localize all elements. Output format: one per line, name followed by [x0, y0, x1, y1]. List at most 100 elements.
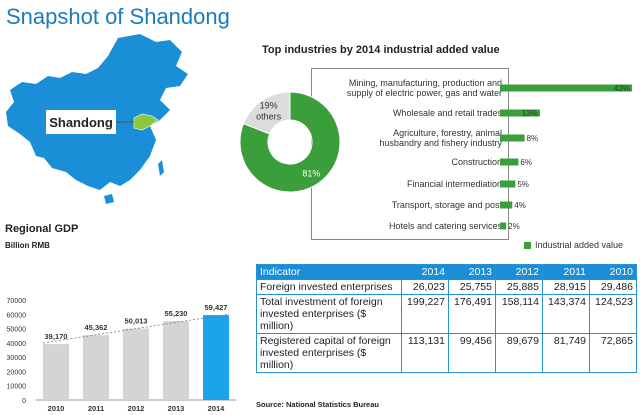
industry-bar — [500, 180, 516, 188]
industry-bar — [500, 84, 632, 92]
industries-title: Top industries by 2014 industrial added … — [262, 44, 500, 56]
donut-slice — [239, 91, 341, 193]
map-label-shandong: Shandong — [49, 115, 113, 130]
donut-value-label: 19% — [260, 101, 278, 111]
table-cell: 143,374 — [542, 294, 590, 334]
industry-category-label: Agriculture, forestry, animal husbandry a… — [316, 128, 502, 148]
gdp-value-label: 45,362 — [85, 323, 108, 332]
table-cell: 124,523 — [589, 294, 637, 334]
industry-bar-chart: 43% 13% 8% 6% 5% 4% 2% — [500, 84, 632, 231]
table-cell: 29,486 — [589, 279, 637, 295]
gdp-ytick-label: 60000 — [7, 312, 27, 319]
industry-bar-value: 5% — [517, 180, 529, 189]
page-title: Snapshot of Shandong — [6, 4, 230, 29]
table-row: Registered capital of foreign invested e… — [256, 333, 637, 373]
table-header-year: 2010 — [589, 264, 637, 280]
table-cell: 72,865 — [589, 333, 637, 373]
gdp-category-label: 2013 — [168, 404, 185, 413]
industry-category-line: Hotels and catering services — [388, 221, 502, 231]
table-cell: 89,679 — [495, 333, 543, 373]
industry-category-label: Transport, storage and post — [316, 200, 502, 210]
industry-bar-value: 2% — [508, 222, 520, 231]
industry-category-line: husbandry and fishery industry — [379, 138, 502, 148]
gdp-bar — [203, 315, 229, 400]
industry-bar-value: 4% — [514, 201, 526, 210]
table-cell: 176,491 — [448, 294, 496, 334]
gdp-ytick-label: 40000 — [7, 341, 27, 348]
industry-bar — [500, 201, 513, 209]
table-cell: 25,885 — [495, 279, 543, 295]
donut-value-label: 81% — [302, 168, 320, 178]
gdp-category-label: 2010 — [48, 404, 65, 413]
legend-swatch — [524, 242, 531, 250]
gdp-bar-chart: 0 10000 20000 30000 40000 50000 60000 70000 39,1… — [7, 298, 236, 413]
industry-bar-value: 8% — [527, 134, 539, 143]
gdp-category-label: 2014 — [208, 404, 226, 413]
industry-category-label: Financial intermediation — [316, 179, 502, 189]
industry-bar — [500, 158, 519, 166]
table-header-year: 2013 — [448, 264, 496, 280]
gdp-trend-line — [42, 313, 230, 344]
map-label-box — [46, 110, 116, 134]
industry-category-label: Construction — [316, 157, 502, 167]
gdp-bar — [83, 335, 109, 400]
donut-slice-label: others — [256, 112, 282, 122]
industry-category-label: Wholesale and retail trades — [316, 108, 502, 118]
industry-donut-chart: 81% 19%others — [239, 91, 341, 193]
gdp-ytick-label: 50000 — [7, 327, 27, 334]
gdp-unit: Billion RMB — [5, 241, 50, 250]
gdp-ytick-label: 70000 — [7, 298, 27, 305]
industry-category-label: Hotels and catering services — [316, 221, 502, 231]
hainan-island — [104, 194, 114, 204]
industry-bar-value: 6% — [520, 158, 532, 167]
industry-bar-value: 13% — [522, 109, 538, 118]
source-note: Source: National Statistics Bureau — [256, 400, 379, 409]
fdi-table: Indicator 2014 2013 2012 2011 2010 Forei… — [256, 264, 637, 373]
legend-label: Industrial added value — [535, 240, 624, 250]
table-cell: 199,227 — [401, 294, 449, 334]
table-row: Total investment of foreign invested ent… — [256, 294, 637, 334]
gdp-bar — [163, 321, 189, 400]
table-cell: 26,023 — [401, 279, 449, 295]
industry-category-line: Mining, manufacturing, production and — [348, 78, 502, 88]
gdp-value-label: 50,013 — [125, 317, 148, 326]
table-cell: 113,131 — [401, 333, 449, 373]
table-header-year: 2012 — [495, 264, 543, 280]
industry-bar-value: 43% — [614, 84, 630, 93]
table-header-indicator: Indicator — [256, 264, 402, 280]
industry-category-line: Financial intermediation — [406, 179, 502, 189]
gdp-value-label: 59,427 — [205, 303, 228, 312]
table-cell-indicator: Registered capital of foreign invested e… — [256, 333, 402, 373]
table-cell: 99,456 — [448, 333, 496, 373]
gdp-value-label: 55,230 — [165, 309, 188, 318]
industry-category-label: Mining, manufacturing, production and sup… — [316, 78, 502, 98]
industry-bar — [500, 109, 540, 117]
industry-bar — [500, 134, 525, 142]
china-map: Shandong — [6, 34, 188, 204]
table-cell-indicator: Total investment of foreign invested ent… — [256, 294, 402, 334]
gdp-value-label: 39,170 — [45, 332, 68, 341]
gdp-ytick-label: 10000 — [7, 384, 27, 391]
gdp-ytick-label: 30000 — [7, 355, 27, 362]
table-cell-indicator: Foreign invested enterprises — [256, 279, 402, 295]
table-cell: 28,915 — [542, 279, 590, 295]
gdp-category-label: 2012 — [128, 404, 145, 413]
gdp-category-label: 2011 — [88, 404, 104, 413]
industry-category-line: Construction — [451, 157, 502, 167]
table-header-row: Indicator 2014 2013 2012 2011 2010 — [256, 264, 637, 280]
industry-category-line: Wholesale and retail trades — [392, 108, 502, 118]
table-header-year: 2011 — [542, 264, 590, 280]
table-header-year: 2014 — [401, 264, 449, 280]
donut-slice — [242, 91, 291, 135]
shandong-highlight — [133, 113, 159, 131]
industry-category-line: Agriculture, forestry, animal — [393, 128, 502, 138]
industry-category-line: supply of electric power, gas and water — [346, 88, 502, 98]
gdp-bar — [43, 344, 69, 400]
table-cell: 25,755 — [448, 279, 496, 295]
industries-box — [311, 68, 509, 240]
table-cell: 81,749 — [542, 333, 590, 373]
gdp-title: Regional GDP — [5, 223, 79, 235]
taiwan-island — [158, 160, 164, 176]
industry-category-line: Transport, storage and post — [391, 200, 502, 210]
industry-legend: Industrial added value — [524, 240, 623, 250]
